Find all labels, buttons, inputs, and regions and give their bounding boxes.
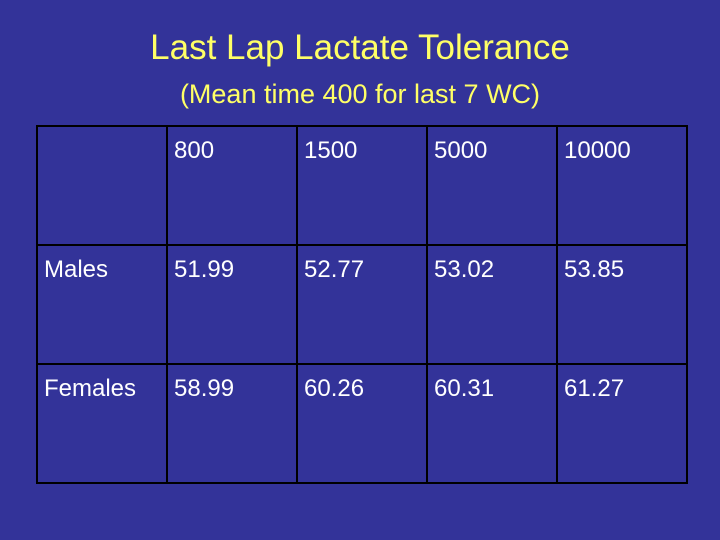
table-cell: 53.02 bbox=[426, 244, 558, 365]
row-label-males: Males bbox=[36, 244, 168, 365]
table-header-row: 800 1500 5000 10000 bbox=[36, 125, 688, 246]
table-cell: 60.31 bbox=[426, 363, 558, 484]
table-row-females: Females 58.99 60.26 60.31 61.27 bbox=[36, 363, 688, 484]
slide-subtitle: (Mean time 400 for last 7 WC) bbox=[179, 79, 541, 109]
table-cell: 51.99 bbox=[166, 244, 298, 365]
table-cell: 53.85 bbox=[556, 244, 688, 365]
table-cell: 52.77 bbox=[296, 244, 428, 365]
slide-title: Last Lap Lactate Tolerance bbox=[150, 28, 570, 67]
header-cell-5000: 5000 bbox=[426, 125, 558, 246]
lactate-tolerance-table: 800 1500 5000 10000 Males 51.99 52.77 53… bbox=[36, 125, 688, 484]
header-cell-10000: 10000 bbox=[556, 125, 688, 246]
table-row-males: Males 51.99 52.77 53.02 53.85 bbox=[36, 244, 688, 365]
table-cell: 61.27 bbox=[556, 363, 688, 484]
header-cell-1500: 1500 bbox=[296, 125, 428, 246]
table-cell: 60.26 bbox=[296, 363, 428, 484]
header-cell-800: 800 bbox=[166, 125, 298, 246]
table-cell: 58.99 bbox=[166, 363, 298, 484]
table-corner-cell bbox=[36, 125, 168, 246]
row-label-females: Females bbox=[36, 363, 168, 484]
